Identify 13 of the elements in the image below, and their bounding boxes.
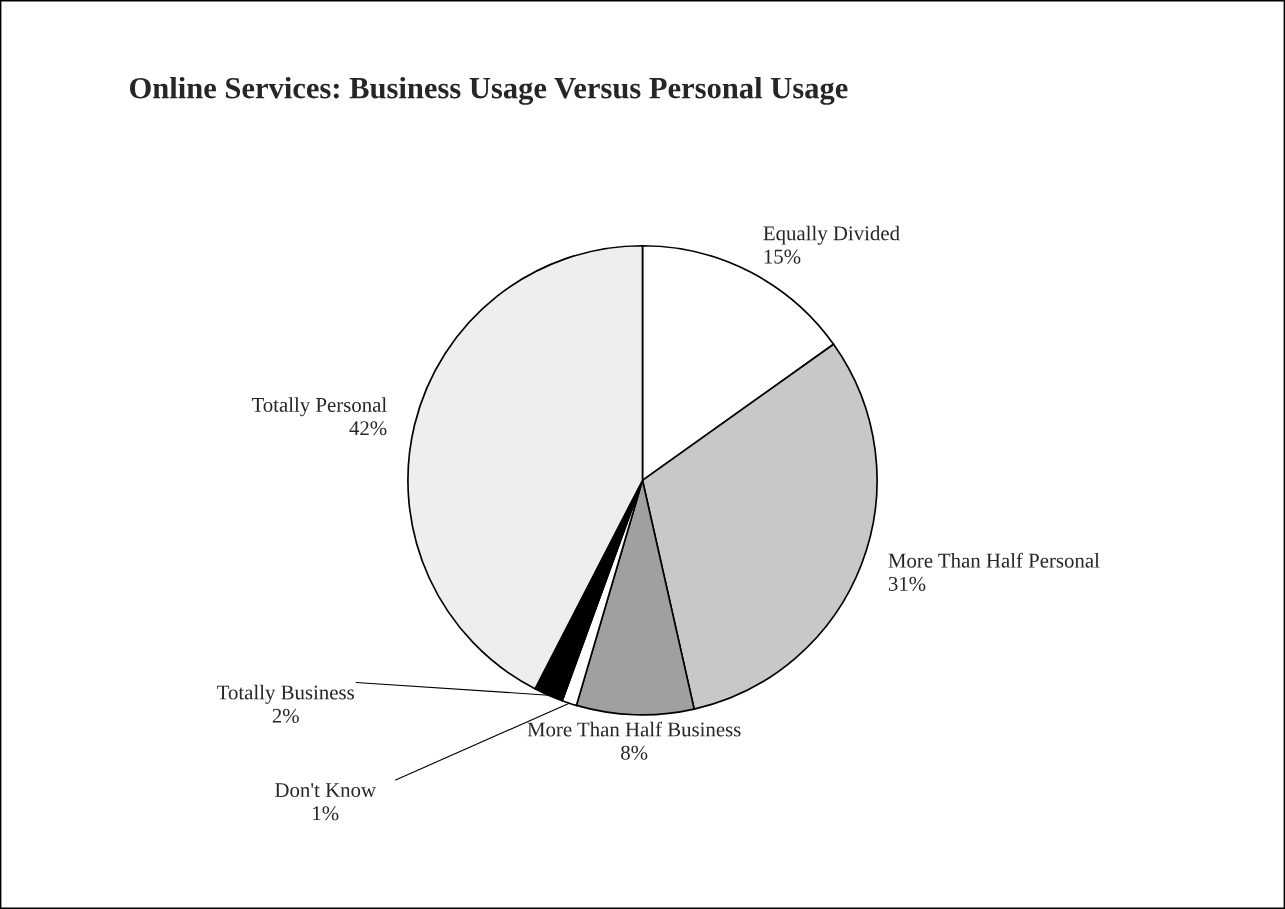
slice-label: Equally Divided [763,225,900,245]
data-label: 8% [621,745,648,760]
slice-label: Totally Business [217,684,354,704]
data-label: 31% [888,576,926,591]
data-label: 2% [272,708,299,723]
chart-title: Online Services: Business Usage Versus Personal Usage [129,76,848,105]
slice-label: Don't Know [275,783,376,798]
slice-label: More Than Half Personal [888,552,1100,568]
data-label: 15% [764,249,801,264]
data-label: 42% [349,421,387,436]
slice-label: More Than Half Business [527,721,741,737]
data-label: 1% [313,806,339,821]
slice-label: Totally Personal [251,397,387,417]
